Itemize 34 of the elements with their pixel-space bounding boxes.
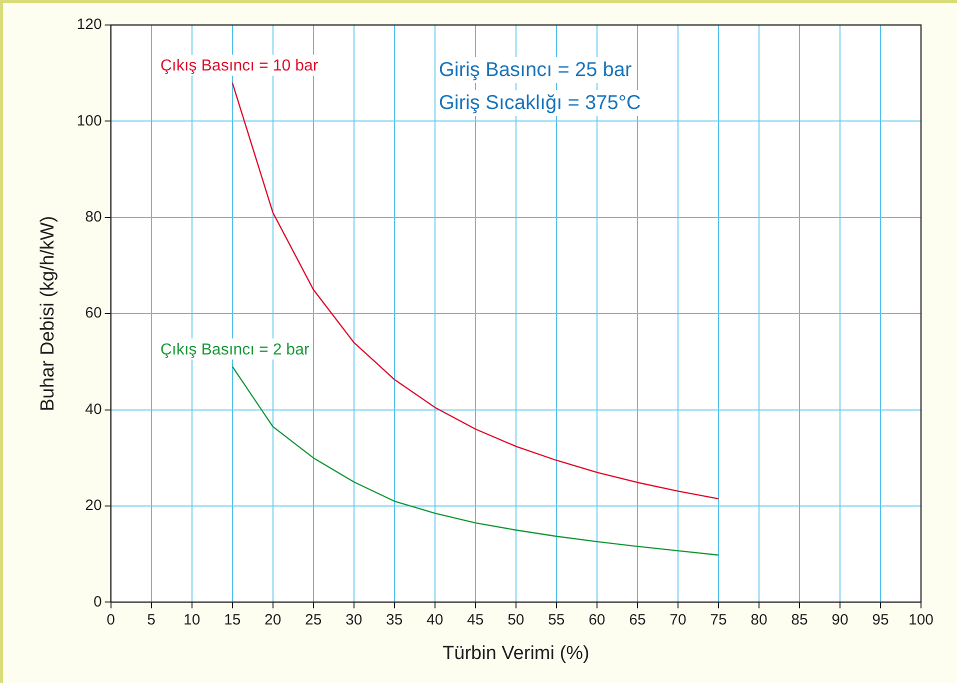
x-tick-label: 5 bbox=[147, 611, 156, 628]
y-tick-label: 80 bbox=[85, 208, 102, 226]
x-tick-label: 80 bbox=[750, 611, 768, 628]
x-tick-label: 55 bbox=[548, 611, 565, 628]
x-tick-label: 30 bbox=[346, 611, 362, 628]
x-tick-label: 75 bbox=[710, 611, 727, 628]
x-tick-label: 90 bbox=[832, 611, 848, 628]
annotation: Giriş Basıncı = 25 bar bbox=[438, 59, 632, 81]
x-tick-label: 95 bbox=[872, 611, 889, 628]
y-tick-label: 120 bbox=[76, 16, 102, 34]
x-tick-label: 15 bbox=[224, 611, 241, 628]
x-tick-label: 50 bbox=[508, 611, 524, 628]
series-label: Çıkış Basıncı = 2 bar bbox=[160, 342, 310, 359]
x-tick-label: 70 bbox=[670, 611, 686, 628]
x-tick-label: 100 bbox=[908, 611, 934, 628]
y-axis-title: Buhar Debisi (kg/h/kW) bbox=[38, 216, 59, 412]
y-tick-label: 100 bbox=[76, 112, 102, 130]
x-tick-label: 65 bbox=[629, 611, 646, 628]
x-tick-label: 35 bbox=[386, 611, 403, 628]
x-tick-label: 60 bbox=[588, 611, 606, 628]
x-tick-label: 10 bbox=[184, 611, 200, 628]
y-tick-label: 20 bbox=[85, 497, 102, 514]
y-tick-label: 0 bbox=[93, 593, 102, 610]
x-tick-label: 20 bbox=[264, 611, 282, 628]
x-tick-label: 85 bbox=[791, 611, 808, 628]
x-tick-label: 45 bbox=[467, 611, 484, 628]
annotation: Giriş Sıcaklığı = 375°C bbox=[438, 92, 641, 114]
x-tick-label: 25 bbox=[305, 611, 322, 628]
series-label: Çıkış Basıncı = 10 bar bbox=[160, 58, 319, 75]
x-axis-title: Türbin Verimi (%) bbox=[442, 642, 590, 664]
y-tick-label: 40 bbox=[85, 400, 102, 418]
x-tick-label: 40 bbox=[426, 611, 444, 628]
y-tick-label: 60 bbox=[85, 304, 102, 322]
x-tick-label: 0 bbox=[106, 611, 115, 628]
